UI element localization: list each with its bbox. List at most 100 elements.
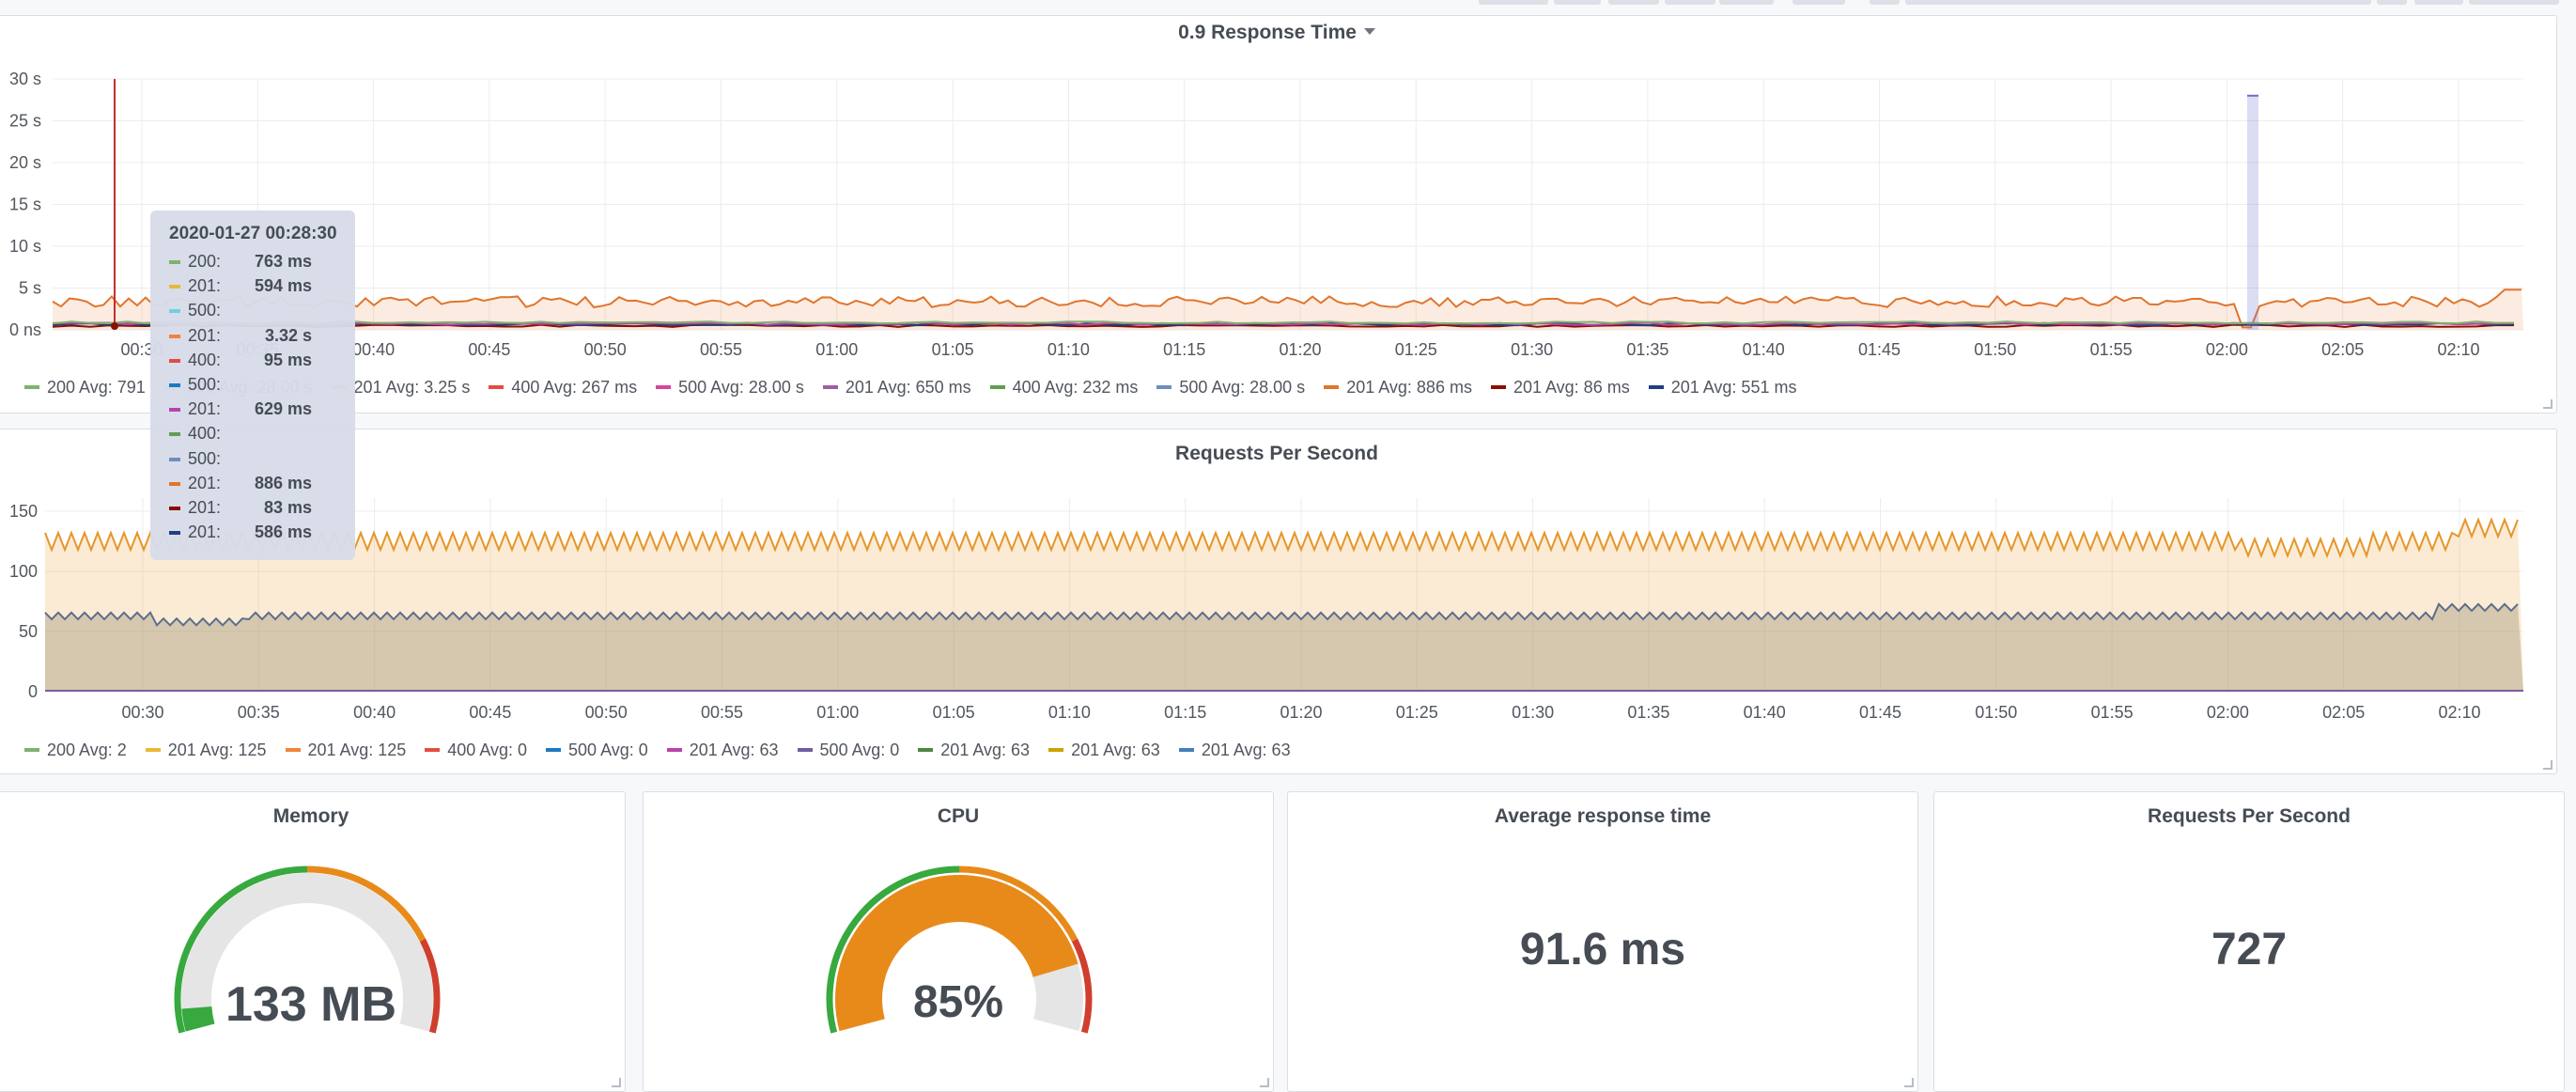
x-tick-label: 01:30: [1512, 703, 1554, 722]
legend-item[interactable]: 201 Avg: 125: [285, 741, 406, 760]
x-tick-label: 01:05: [933, 703, 975, 722]
x-tick-label: 01:20: [1279, 340, 1321, 359]
requests-per-second-stat-panel: Requests Per Second 727: [1933, 791, 2565, 1092]
legend-swatch: [797, 748, 813, 753]
legend-item[interactable]: 201 Avg: 125: [145, 741, 267, 760]
legend-item[interactable]: 200 Avg: 2: [24, 741, 127, 760]
toolbar-button[interactable]: [1719, 0, 1774, 5]
memory-title[interactable]: Memory: [272, 805, 349, 827]
x-tick-label: 00:50: [584, 340, 627, 359]
x-tick-label: 01:35: [1626, 340, 1668, 359]
legend-item[interactable]: 201 Avg: 63: [666, 741, 779, 760]
legend-item[interactable]: 201 Avg: 63: [918, 741, 1030, 760]
toolbar-button[interactable]: [1665, 0, 1715, 5]
resize-handle[interactable]: [2543, 760, 2553, 770]
legend-swatch: [1178, 748, 1194, 753]
x-tick-label: 01:55: [2091, 703, 2134, 722]
x-tick-label: 00:30: [121, 703, 163, 722]
tooltip-row: 400: 95 ms: [169, 349, 355, 373]
cpu-title[interactable]: CPU: [937, 805, 980, 827]
requests-per-second-title[interactable]: Requests Per Second: [1175, 443, 1378, 464]
tooltip-value: 95 ms: [263, 350, 312, 369]
toolbar-button[interactable]: [2377, 0, 2407, 5]
series-area: [53, 289, 2523, 330]
tooltip-value: 586 ms: [254, 523, 312, 542]
average-response-time-value: 91.6 ms: [1519, 925, 1686, 975]
toolbar-button[interactable]: [1479, 0, 1548, 5]
toolbar-button[interactable]: [1554, 0, 1601, 5]
y-tick-label: 25 s: [9, 112, 41, 131]
resize-handle[interactable]: [1260, 1078, 1269, 1087]
tooltip-value: 3.32 s: [264, 325, 312, 345]
resize-handle[interactable]: [612, 1078, 621, 1087]
tooltip-time: 2020-01-27 00:28:30: [169, 224, 337, 243]
legend-swatch: [425, 748, 441, 753]
legend-item[interactable]: 400 Avg: 232 ms: [989, 378, 1138, 398]
x-tick-label: 02:05: [2322, 703, 2365, 722]
tooltip-swatch: [169, 309, 180, 314]
resize-handle[interactable]: [2543, 399, 2553, 409]
legend-item[interactable]: 500 Avg: 28.00 s: [656, 378, 804, 398]
average-response-time-title[interactable]: Average response time: [1494, 805, 1712, 827]
legend-item[interactable]: 400 Avg: 267 ms: [489, 378, 637, 398]
x-tick-label: 01:00: [815, 340, 858, 359]
toolbar-button[interactable]: [1608, 0, 1659, 5]
requests-per-second-chart[interactable]: 0 50 100 150 00:30 00:35 00:40 00:45 00:50 00:55 0…: [0, 479, 2557, 733]
legend-item[interactable]: 201 Avg: 63: [1178, 741, 1291, 760]
x-tick-label: 01:50: [1974, 340, 2016, 359]
memory-panel: Memory 133 MB: [0, 791, 626, 1092]
legend-item[interactable]: 201 Avg: 886 ms: [1324, 378, 1472, 398]
toolbar-button[interactable]: [2414, 0, 2463, 5]
tooltip-swatch: [169, 260, 180, 264]
cpu-gauge: [826, 866, 1093, 1034]
tooltip-row: 200: 763 ms: [169, 250, 355, 274]
gauge-threshold-green: [826, 866, 960, 1034]
x-tick-label: 01:35: [1627, 703, 1669, 722]
toolbar-button[interactable]: [1870, 0, 1900, 5]
legend-label: 201 Avg: 63: [940, 741, 1031, 759]
x-tick-label: 02:00: [2206, 340, 2248, 359]
x-tick-label: 01:55: [2090, 340, 2133, 359]
tooltip-row: 201: 886 ms: [169, 472, 355, 496]
legend-swatch: [1324, 385, 1340, 390]
requests-per-second-stat-title[interactable]: Requests Per Second: [2148, 805, 2351, 827]
response-time-chart[interactable]: 0 ns5 s10 s15 s20 s25 s30 s00:3000:3500:…: [0, 56, 2557, 367]
toolbar-button[interactable]: [2469, 0, 2559, 5]
y-tick-label: 20 s: [9, 153, 41, 172]
legend-label: 201 Avg: 86 ms: [1513, 378, 1630, 397]
tooltip-value: 629 ms: [254, 399, 312, 419]
legend-item[interactable]: 500 Avg: 28.00 s: [1156, 378, 1305, 398]
resize-handle[interactable]: [1904, 1078, 1914, 1087]
legend-swatch: [1490, 385, 1506, 390]
legend-item[interactable]: 201 Avg: 650 ms: [822, 378, 971, 398]
toolbar-button[interactable]: [1792, 0, 1845, 5]
gauge-threshold-red: [419, 938, 441, 1034]
legend-item[interactable]: 201 Avg: 86 ms: [1490, 378, 1630, 398]
legend-swatch: [546, 748, 562, 753]
x-tick-label: 01:00: [816, 703, 859, 722]
series-line: [52, 321, 2515, 326]
tooltip-row: 201: 594 ms: [169, 274, 355, 299]
legend-label: 500 Avg: 28.00 s: [678, 378, 804, 397]
tooltip-value: 763 ms: [254, 252, 312, 271]
legend-swatch: [666, 748, 682, 753]
legend-label: 201 Avg: 125: [167, 741, 267, 759]
x-tick-label: 01:20: [1280, 703, 1322, 722]
tooltip-row: 201: 83 ms: [169, 496, 355, 521]
gauge-threshold-orange: [958, 866, 1079, 942]
response-time-title[interactable]: 0.9 Response Time: [0, 22, 2556, 44]
legend-item[interactable]: 201 Avg: 551 ms: [1648, 378, 1797, 398]
legend-item[interactable]: 500 Avg: 0: [546, 741, 648, 760]
legend-item[interactable]: 400 Avg: 0: [425, 741, 527, 760]
legend-item[interactable]: 201 Avg: 63: [1048, 741, 1160, 760]
legend-label: 201 Avg: 551 ms: [1670, 378, 1797, 397]
x-tick-label: 01:10: [1048, 703, 1091, 722]
legend-label: 201 Avg: 63: [1201, 741, 1291, 759]
tooltip-row: 500:: [169, 299, 355, 323]
legend-swatch: [285, 748, 301, 753]
legend-item[interactable]: 500 Avg: 0: [797, 741, 899, 760]
time-range-picker[interactable]: [1905, 0, 2371, 5]
tooltip-swatch: [169, 285, 180, 289]
legend-item[interactable]: 200 Avg: 791: [24, 378, 146, 398]
x-tick-label: 00:55: [701, 703, 743, 722]
